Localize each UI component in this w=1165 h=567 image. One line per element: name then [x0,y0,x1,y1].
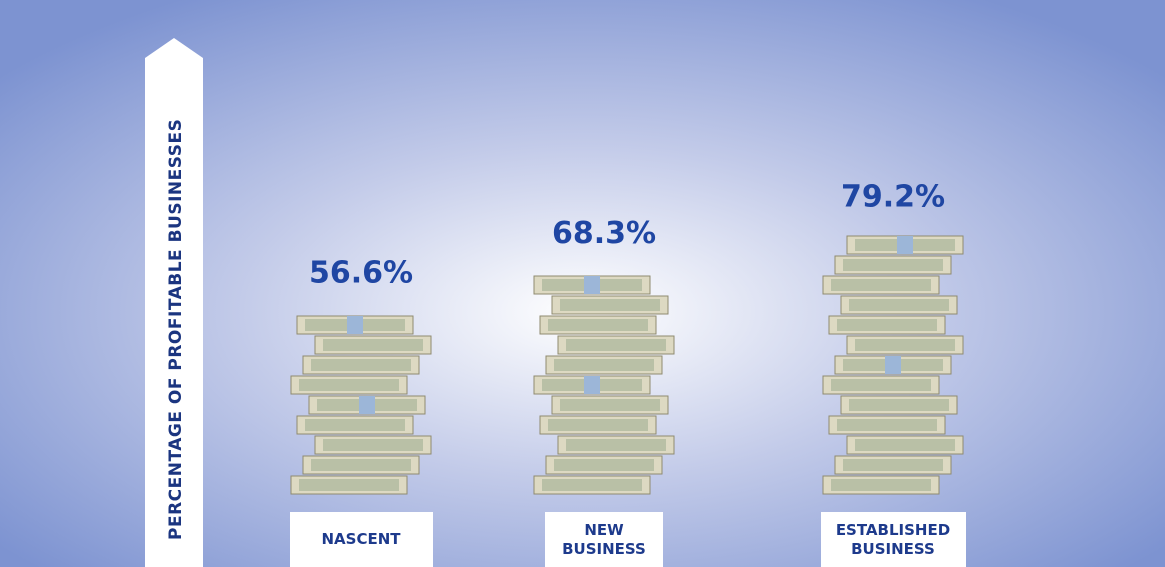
bill-print [299,479,399,491]
bill-print [843,459,943,471]
bill-print [542,479,642,491]
value-label: 68.3% [552,216,656,251]
bill-print [837,319,937,331]
bill-print [831,379,931,391]
band [584,376,600,394]
bill-print [311,359,411,371]
bill-print [323,439,423,451]
bill-print [560,299,660,311]
band [885,356,901,374]
value-label: 79.2% [841,180,945,215]
bill-print [831,279,931,291]
money-stack [533,275,675,495]
bill-print [548,319,648,331]
bill-print [305,419,405,431]
bill-print [548,419,648,431]
bill-print [855,439,955,451]
band [359,396,375,414]
category-label: ESTABLISHED BUSINESS [820,512,966,567]
bill-print [855,339,955,351]
category-label: NEW BUSINESS [545,512,663,567]
money-stack [822,235,964,495]
category-label: NASCENT [289,512,433,567]
band [897,236,913,254]
bill-print [831,479,931,491]
bill-print [566,339,666,351]
bill-print [837,419,937,431]
bill-print [566,439,666,451]
bill-print [554,459,654,471]
axis-label: PERCENTAGE OF PROFITABLE BUSINESSES [166,119,186,540]
bill-print [299,379,399,391]
bill-print [323,339,423,351]
value-label: 56.6% [309,255,413,290]
bill-print [560,399,660,411]
bill-print [554,359,654,371]
axis-arrow [145,38,203,567]
bill-print [311,459,411,471]
bill-print [849,299,949,311]
band [584,276,600,294]
band [347,316,363,334]
money-stack [290,315,432,495]
bill-print [849,399,949,411]
bill-print [843,259,943,271]
